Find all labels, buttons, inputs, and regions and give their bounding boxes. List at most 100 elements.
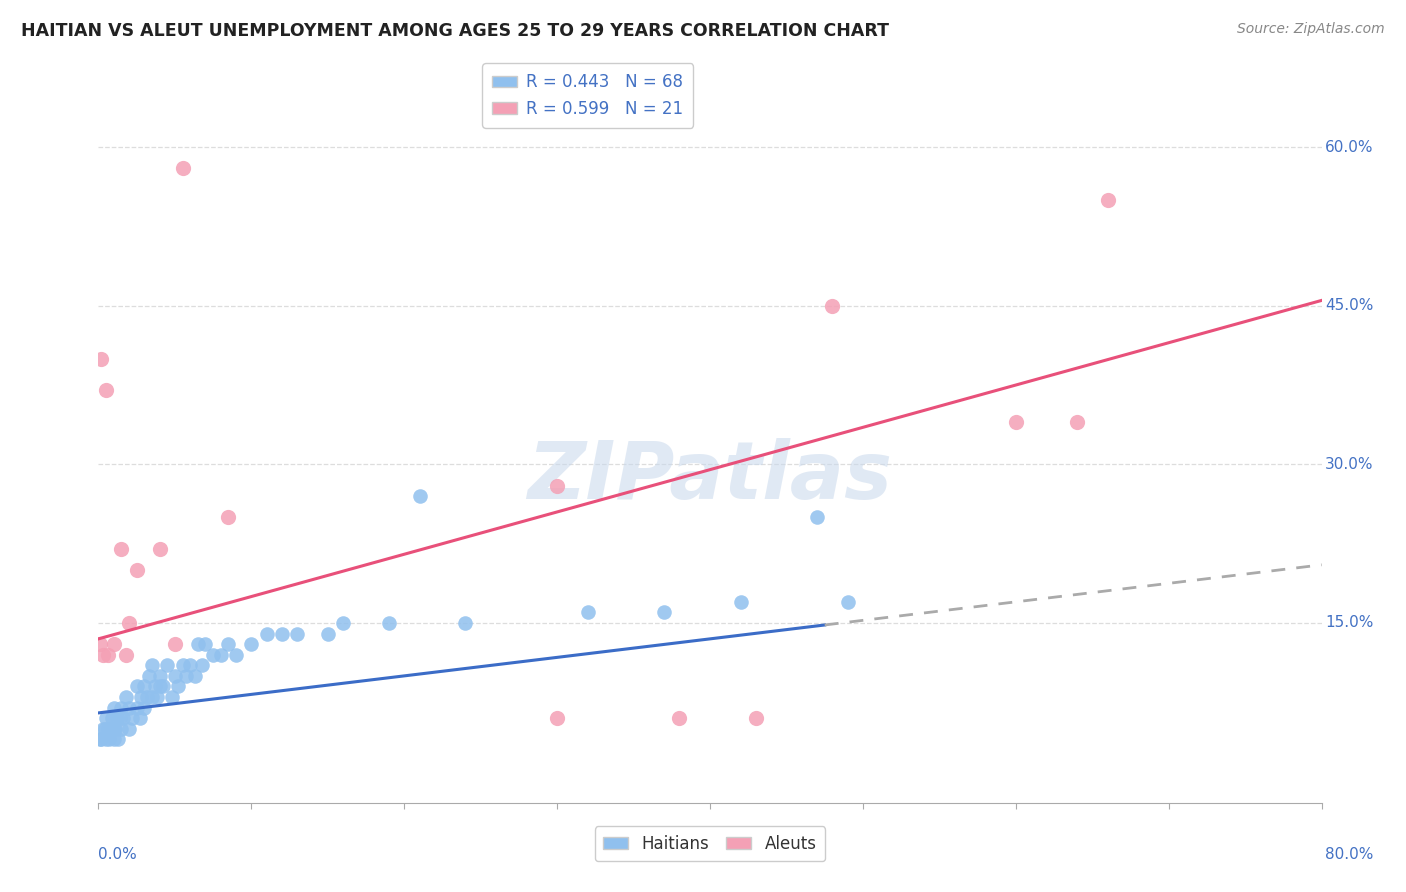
Point xyxy=(136,690,159,704)
Text: ZIPatlas: ZIPatlas xyxy=(527,438,893,516)
Point xyxy=(1004,415,1026,429)
Point xyxy=(378,615,401,630)
Point xyxy=(134,680,156,694)
Text: 30.0%: 30.0% xyxy=(1326,457,1374,472)
Point xyxy=(174,669,197,683)
Point xyxy=(837,595,859,609)
Point xyxy=(100,722,122,736)
Point xyxy=(167,680,190,694)
Point xyxy=(93,722,115,736)
Point xyxy=(668,711,690,725)
Point xyxy=(125,700,148,714)
Point xyxy=(745,711,768,725)
Point xyxy=(98,732,121,747)
Point xyxy=(546,711,568,725)
Point xyxy=(94,711,117,725)
Point xyxy=(91,722,114,736)
Point xyxy=(118,700,141,714)
Point xyxy=(138,669,160,683)
Point xyxy=(125,563,148,577)
Point xyxy=(115,648,138,662)
Point xyxy=(652,606,675,620)
Point xyxy=(256,626,278,640)
Point xyxy=(110,541,132,556)
Point xyxy=(149,669,172,683)
Text: Source: ZipAtlas.com: Source: ZipAtlas.com xyxy=(1237,22,1385,37)
Point xyxy=(202,648,225,662)
Text: HAITIAN VS ALEUT UNEMPLOYMENT AMONG AGES 25 TO 29 YEARS CORRELATION CHART: HAITIAN VS ALEUT UNEMPLOYMENT AMONG AGES… xyxy=(21,22,889,40)
Point xyxy=(125,680,148,694)
Point xyxy=(316,626,339,640)
Point xyxy=(97,648,120,662)
Point xyxy=(187,637,209,651)
Text: 0.0%: 0.0% xyxy=(98,847,138,863)
Point xyxy=(270,626,292,640)
Point xyxy=(105,711,128,725)
Point xyxy=(91,648,114,662)
Point xyxy=(209,648,232,662)
Point xyxy=(128,711,150,725)
Point xyxy=(110,722,132,736)
Point xyxy=(111,711,134,725)
Point xyxy=(103,637,125,651)
Point xyxy=(101,711,124,725)
Point xyxy=(110,700,132,714)
Point xyxy=(172,161,194,176)
Point xyxy=(103,722,125,736)
Point xyxy=(149,680,172,694)
Point xyxy=(191,658,214,673)
Point xyxy=(408,489,430,503)
Point xyxy=(134,700,156,714)
Text: 15.0%: 15.0% xyxy=(1326,615,1374,631)
Point xyxy=(90,351,112,366)
Point xyxy=(821,299,844,313)
Point xyxy=(141,690,163,704)
Point xyxy=(172,658,194,673)
Point xyxy=(730,595,752,609)
Point xyxy=(194,637,217,651)
Point xyxy=(576,606,599,620)
Point xyxy=(285,626,308,640)
Point xyxy=(108,711,131,725)
Legend: Haitians, Aleuts: Haitians, Aleuts xyxy=(595,826,825,861)
Point xyxy=(90,732,112,747)
Text: 45.0%: 45.0% xyxy=(1326,298,1374,313)
Point xyxy=(145,690,167,704)
Point xyxy=(806,510,828,524)
Text: 80.0%: 80.0% xyxy=(1326,847,1374,863)
Point xyxy=(1066,415,1088,429)
Point xyxy=(163,669,186,683)
Point xyxy=(121,711,143,725)
Point xyxy=(225,648,247,662)
Point xyxy=(103,732,125,747)
Point xyxy=(217,510,239,524)
Point xyxy=(546,478,568,492)
Point xyxy=(118,722,141,736)
Point xyxy=(217,637,239,651)
Point xyxy=(89,637,111,651)
Point xyxy=(152,680,174,694)
Point xyxy=(94,732,117,747)
Point xyxy=(104,722,127,736)
Point xyxy=(156,658,179,673)
Point xyxy=(129,690,152,704)
Point xyxy=(94,384,117,398)
Point xyxy=(1097,193,1119,207)
Point xyxy=(240,637,263,651)
Point xyxy=(141,658,163,673)
Point xyxy=(332,615,354,630)
Point xyxy=(184,669,207,683)
Point xyxy=(115,690,138,704)
Point xyxy=(454,615,477,630)
Point xyxy=(103,700,125,714)
Point xyxy=(179,658,201,673)
Point xyxy=(97,722,120,736)
Text: 60.0%: 60.0% xyxy=(1326,139,1374,154)
Point xyxy=(149,541,172,556)
Point xyxy=(143,680,166,694)
Point xyxy=(163,637,186,651)
Point xyxy=(160,690,183,704)
Point xyxy=(107,732,129,747)
Point xyxy=(118,615,141,630)
Point xyxy=(89,732,111,747)
